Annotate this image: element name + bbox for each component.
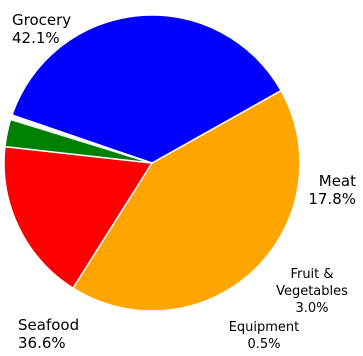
- pie-slices: [3, 14, 301, 312]
- slice-label-meat: Meat: [319, 172, 356, 190]
- slice-value-grocery: 42.1%: [12, 29, 60, 47]
- pie-slice-meat: [3, 145, 153, 289]
- pie-slice-grocery: [72, 89, 301, 312]
- slice-value-seafood: 36.6%: [18, 334, 66, 352]
- slice-label-fruit-line2: Vegetables: [276, 284, 348, 299]
- slice-value-fruit: 3.0%: [295, 301, 328, 316]
- slice-label-grocery: Grocery: [12, 11, 71, 29]
- slice-label-fruit-line1: Fruit &: [290, 267, 333, 282]
- pie-labels: Grocery 42.1% Meat 17.8% Fruit & Vegetab…: [12, 11, 356, 352]
- slice-label-seafood: Seafood: [18, 316, 79, 334]
- pie-slice-seafood: [11, 14, 282, 164]
- slice-value-equipment: 0.5%: [247, 337, 280, 352]
- slice-label-equipment: Equipment: [229, 320, 300, 335]
- slice-value-meat: 17.8%: [308, 190, 356, 208]
